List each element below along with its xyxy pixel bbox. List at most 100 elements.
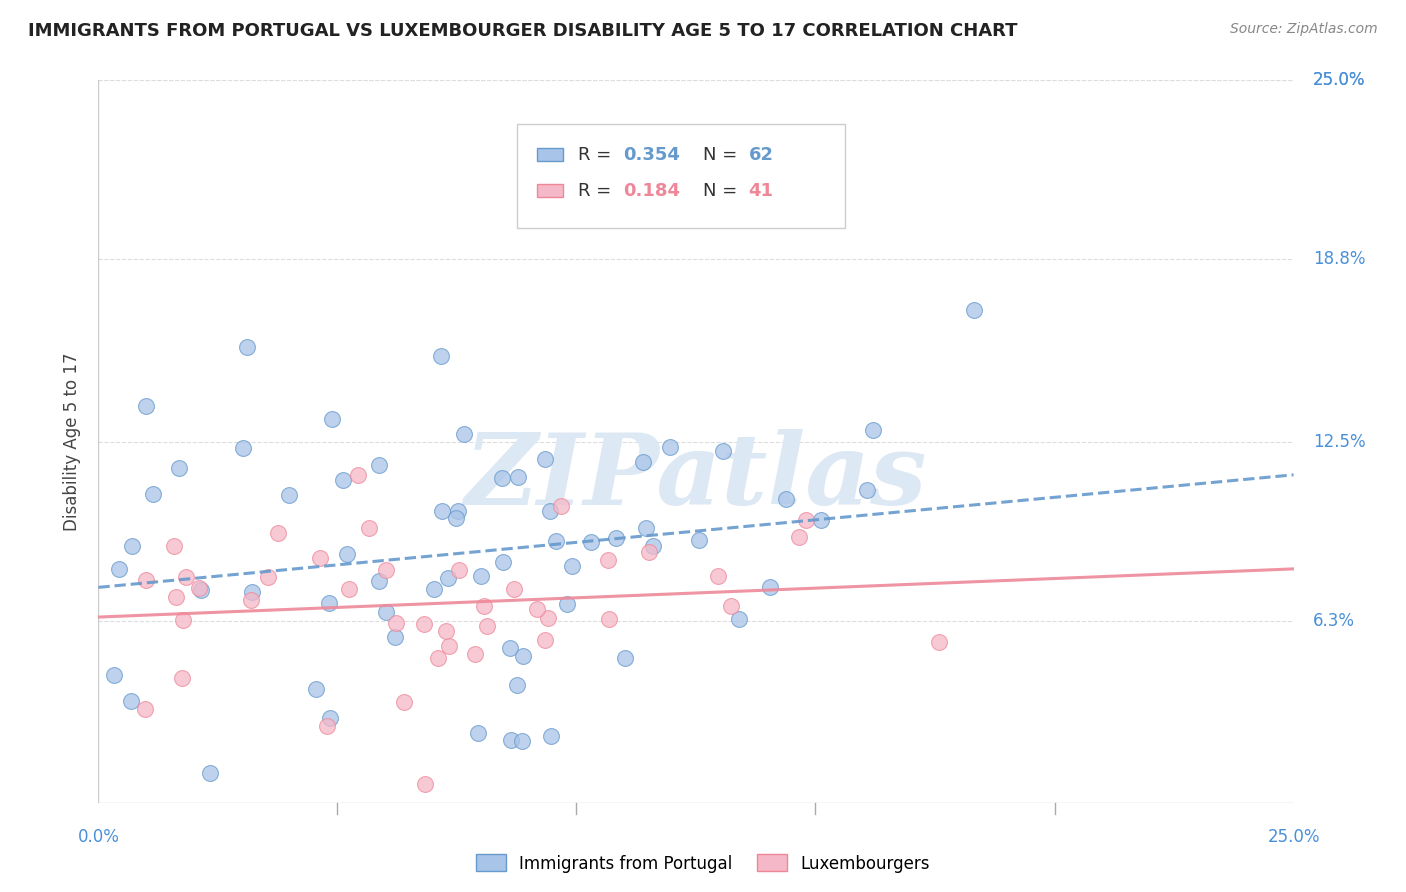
Point	[467, 726, 489, 740]
Text: 25.0%: 25.0%	[1313, 71, 1365, 89]
FancyBboxPatch shape	[517, 124, 845, 228]
Point	[430, 504, 453, 518]
Point	[321, 412, 343, 426]
Point	[121, 539, 143, 553]
Point	[728, 612, 751, 626]
Point	[413, 777, 436, 791]
Text: R =: R =	[578, 145, 617, 164]
Point	[188, 581, 211, 595]
Point	[374, 606, 396, 620]
Point	[598, 612, 620, 626]
Point	[318, 595, 340, 609]
Point	[232, 441, 254, 455]
Text: Source: ZipAtlas.com: Source: ZipAtlas.com	[1230, 22, 1378, 37]
Point	[374, 563, 396, 577]
Point	[492, 555, 515, 569]
Point	[357, 521, 380, 535]
Point	[316, 719, 339, 733]
Text: 18.8%: 18.8%	[1313, 251, 1365, 268]
Text: 41: 41	[748, 182, 773, 200]
Point	[758, 580, 780, 594]
Point	[491, 471, 513, 485]
Point	[855, 483, 877, 497]
Text: 25.0%: 25.0%	[1313, 71, 1365, 89]
Point	[427, 650, 450, 665]
Point	[470, 568, 492, 582]
Point	[707, 569, 730, 583]
Point	[134, 702, 156, 716]
Text: 0.354: 0.354	[623, 145, 681, 164]
Point	[720, 599, 742, 613]
Point	[240, 585, 263, 599]
Text: 12.5%: 12.5%	[1313, 433, 1365, 450]
Point	[142, 487, 165, 501]
Point	[557, 597, 579, 611]
Point	[636, 520, 658, 534]
Point	[170, 671, 193, 685]
Point	[384, 615, 406, 630]
Point	[534, 451, 557, 466]
Point	[278, 488, 301, 502]
Point	[560, 559, 582, 574]
Point	[190, 583, 212, 598]
Point	[533, 633, 555, 648]
Point	[135, 573, 157, 587]
Text: R =: R =	[578, 182, 617, 200]
Point	[239, 592, 262, 607]
Point	[172, 613, 194, 627]
Point	[437, 571, 460, 585]
Point	[506, 678, 529, 692]
Point	[423, 582, 446, 596]
Point	[163, 539, 186, 553]
Point	[550, 499, 572, 513]
Point	[472, 599, 495, 614]
Point	[174, 570, 197, 584]
Point	[862, 424, 884, 438]
Point	[928, 634, 950, 648]
Point	[508, 470, 530, 484]
Text: 6.3%: 6.3%	[1313, 612, 1354, 630]
Text: IMMIGRANTS FROM PORTUGAL VS LUXEMBOURGER DISABILITY AGE 5 TO 17 CORRELATION CHAR: IMMIGRANTS FROM PORTUGAL VS LUXEMBOURGER…	[28, 22, 1018, 40]
Legend: Immigrants from Portugal, Luxembourgers: Immigrants from Portugal, Luxembourgers	[470, 847, 936, 880]
Point	[434, 624, 457, 639]
Text: 25.0%: 25.0%	[1267, 828, 1320, 847]
Point	[430, 349, 453, 363]
Text: N =: N =	[703, 145, 744, 164]
Point	[267, 526, 290, 541]
Point	[412, 616, 434, 631]
FancyBboxPatch shape	[537, 185, 564, 197]
Point	[447, 563, 470, 577]
Point	[540, 729, 562, 743]
Point	[305, 682, 328, 697]
Point	[538, 504, 561, 518]
Point	[499, 641, 522, 656]
Point	[510, 734, 533, 748]
Point	[596, 553, 619, 567]
Point	[605, 532, 627, 546]
Point	[579, 535, 602, 549]
FancyBboxPatch shape	[537, 148, 564, 161]
Point	[319, 711, 342, 725]
Text: Disability Age 5 to 17: Disability Age 5 to 17	[63, 352, 82, 531]
Point	[464, 647, 486, 661]
Point	[257, 570, 280, 584]
Text: ZIPatlas: ZIPatlas	[465, 429, 927, 526]
Point	[502, 582, 524, 596]
Point	[135, 400, 157, 414]
Point	[453, 427, 475, 442]
Point	[544, 534, 567, 549]
Point	[775, 491, 797, 506]
Point	[108, 561, 131, 575]
Point	[346, 467, 368, 482]
Point	[794, 513, 817, 527]
Point	[512, 649, 534, 664]
Point	[613, 651, 636, 665]
Point	[658, 440, 681, 454]
Point	[384, 631, 406, 645]
Point	[392, 695, 415, 709]
Point	[475, 619, 498, 633]
Point	[368, 574, 391, 588]
Point	[447, 504, 470, 518]
Point	[688, 533, 710, 547]
Point	[526, 601, 548, 615]
